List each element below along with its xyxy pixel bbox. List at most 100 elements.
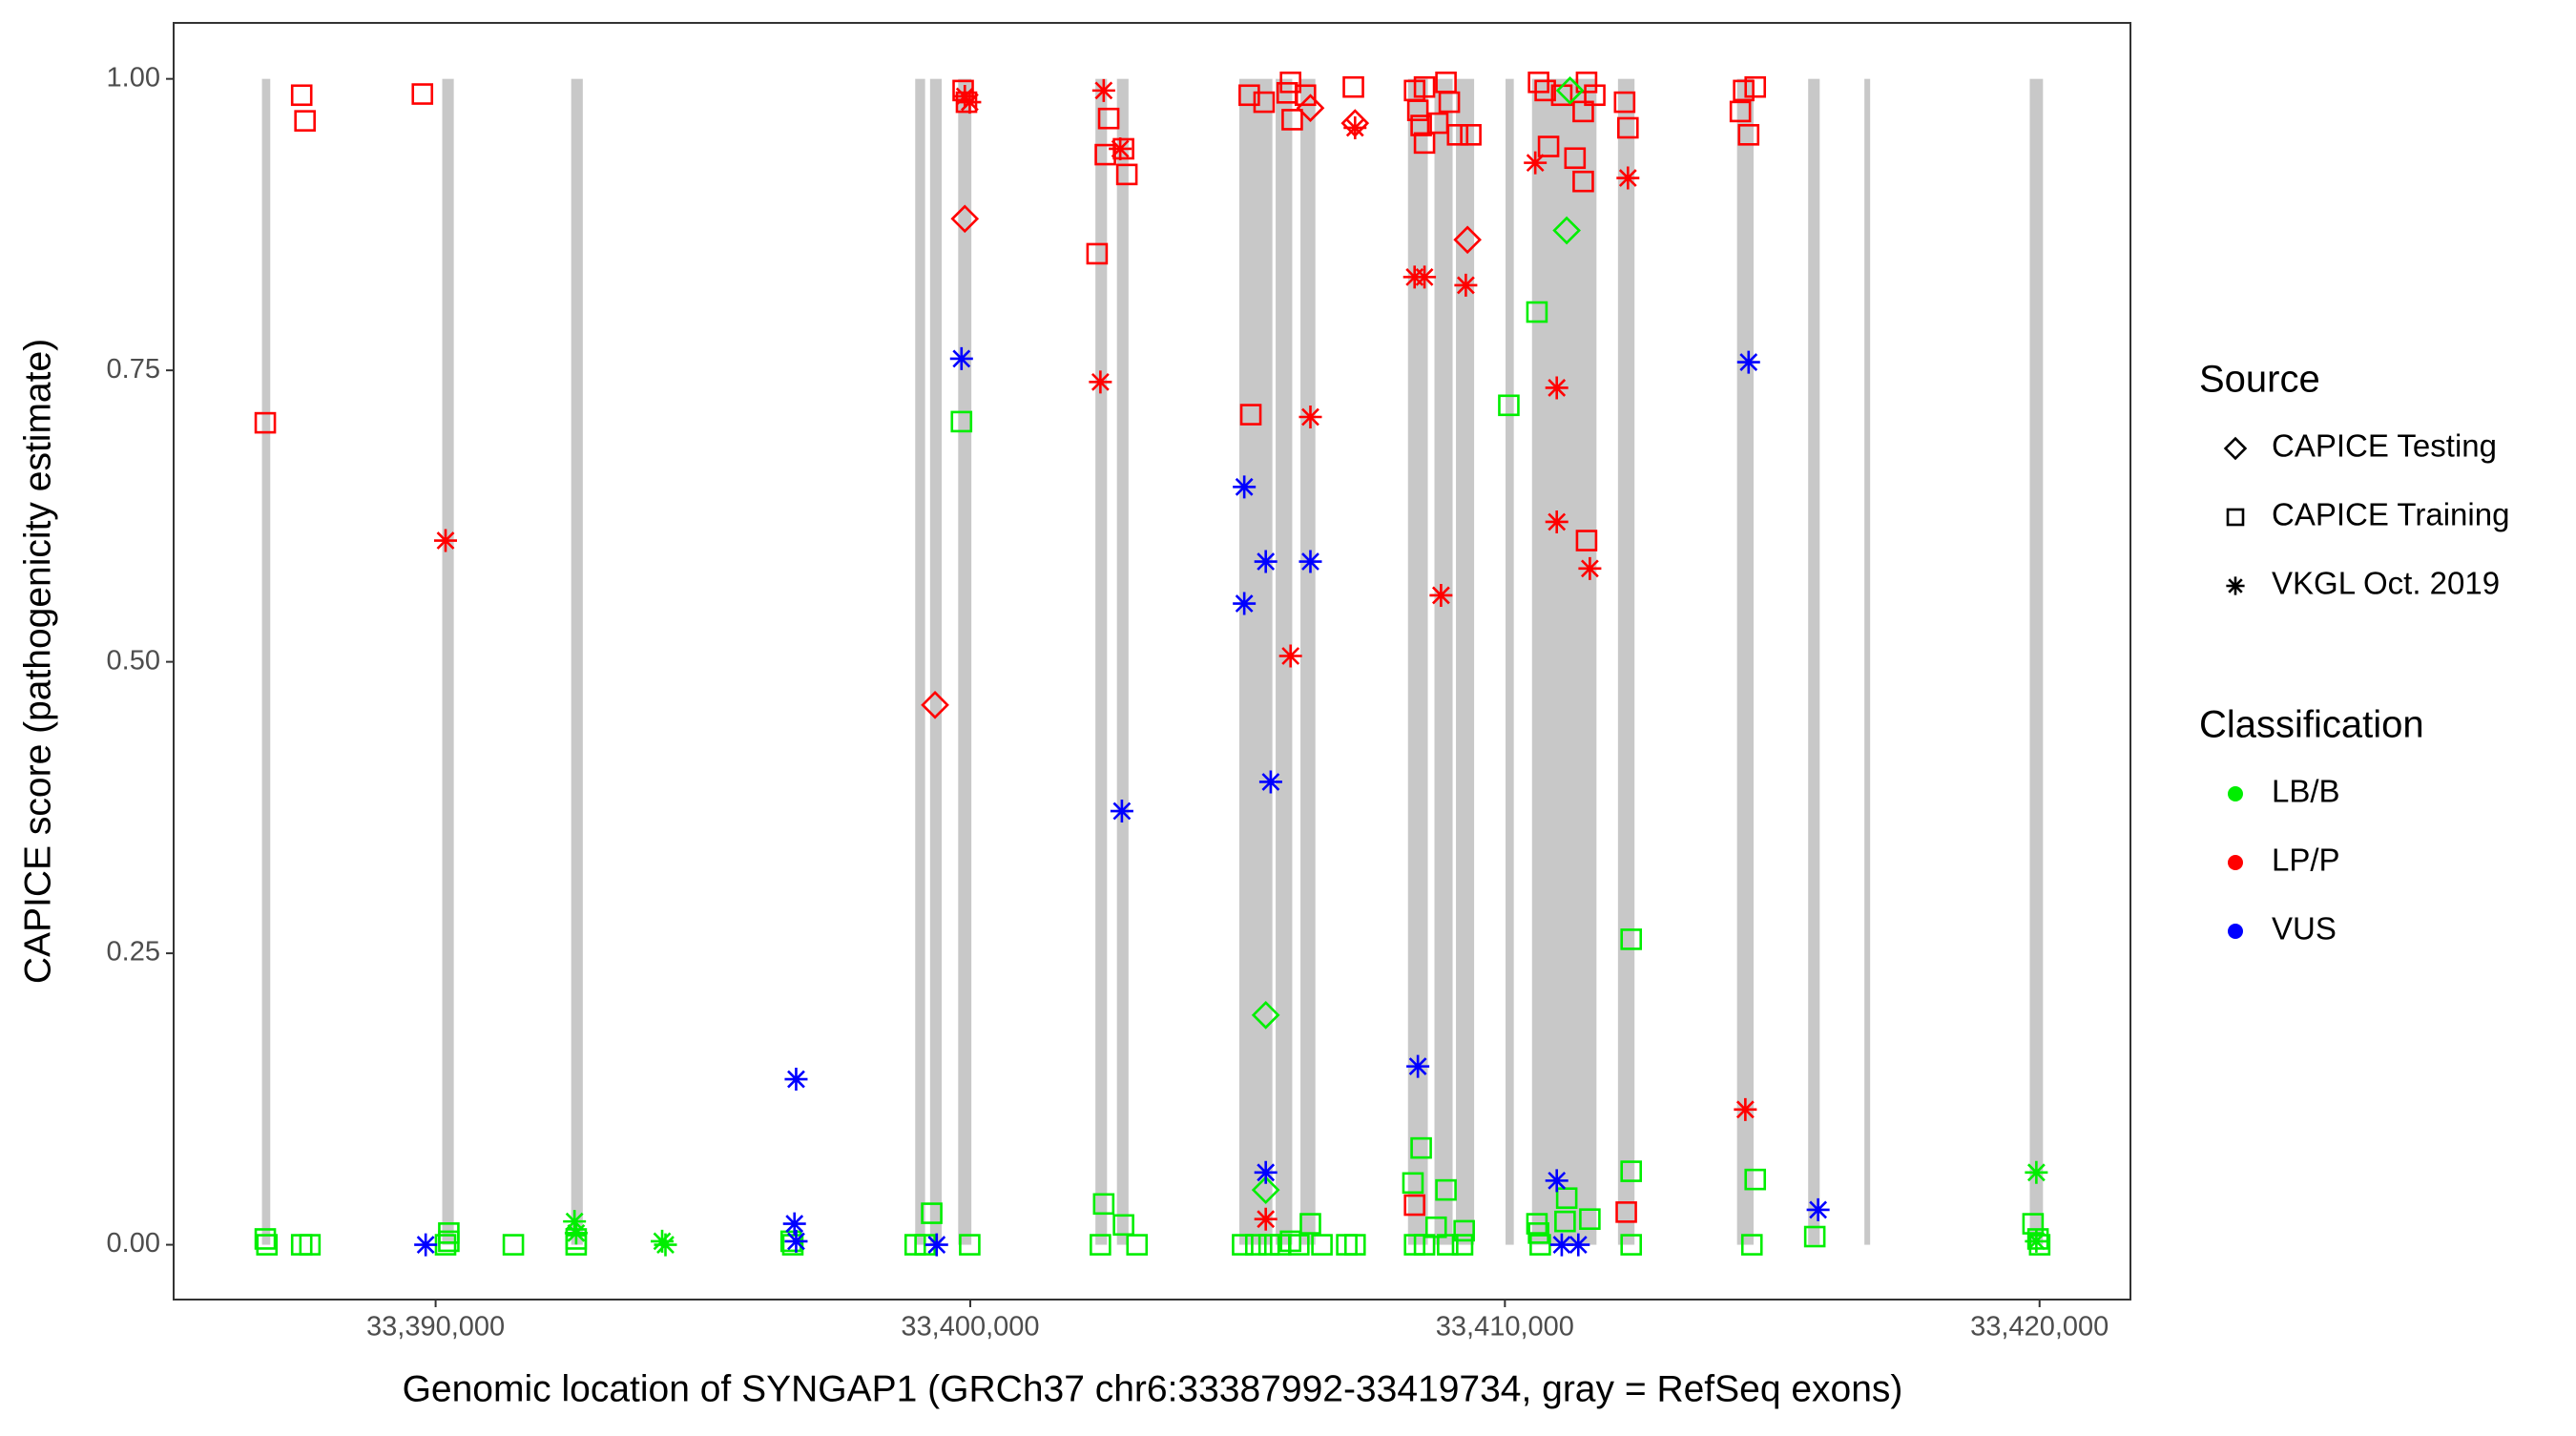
square [1342, 75, 1364, 98]
dot [2228, 786, 2243, 801]
square-point [1257, 1234, 1280, 1256]
asterisk-point [784, 1229, 808, 1253]
square [1239, 404, 1262, 426]
legend-title: Classification [2199, 704, 2424, 746]
x-tick-label: 33,420,000 [1970, 1312, 2109, 1342]
asterisk-point [1343, 115, 1367, 139]
square-point [1620, 928, 1643, 950]
diamond-point [1251, 1001, 1280, 1030]
square-point [1579, 1208, 1601, 1230]
legend-label: VUS [2272, 911, 2337, 947]
square [1126, 1234, 1149, 1256]
square [1615, 1201, 1637, 1223]
asterisk [949, 346, 973, 370]
asterisk-point [1298, 550, 1322, 573]
diamond [1555, 76, 1585, 105]
asterisk [2226, 576, 2245, 595]
square-point [254, 1228, 277, 1250]
square-point [1740, 1234, 1763, 1256]
square [1620, 1160, 1643, 1182]
asterisk-point [1524, 151, 1548, 175]
square-point [1279, 1230, 1301, 1253]
diamond-point [2223, 436, 2248, 461]
diamond-point [1296, 94, 1325, 123]
square [1498, 394, 1520, 417]
y-tick-label: 0.00 [107, 1228, 160, 1259]
square-point [959, 1234, 981, 1256]
diamond [1552, 216, 1581, 245]
square-point [1343, 1234, 1366, 1256]
square [1620, 1234, 1643, 1256]
square-point [1529, 1234, 1551, 1256]
asterisk [1524, 151, 1548, 175]
square [1437, 1234, 1459, 1256]
square [1529, 1234, 1551, 1256]
square [1575, 72, 1598, 94]
asterisk-point [782, 1212, 806, 1236]
square-point [411, 83, 434, 105]
asterisk-point [1429, 583, 1453, 607]
square [502, 1234, 525, 1256]
asterisk [1258, 770, 1282, 794]
asterisk [1278, 644, 1302, 668]
square-point [1451, 1234, 1474, 1256]
square-point [1527, 1222, 1549, 1244]
asterisk [1254, 1160, 1278, 1184]
asterisk [1254, 1207, 1278, 1231]
square-point [1435, 1178, 1457, 1201]
x-tick-label: 33,390,000 [366, 1312, 505, 1342]
square [1564, 147, 1587, 170]
square-point [502, 1234, 525, 1256]
exon [261, 78, 271, 1245]
asterisk [2025, 1160, 2048, 1184]
square [1410, 1136, 1432, 1159]
asterisk [1806, 1197, 1830, 1221]
square [959, 1234, 981, 1256]
square-point [290, 1234, 313, 1256]
asterisk [1109, 136, 1132, 160]
diamond [1296, 94, 1325, 123]
asterisk [654, 1233, 677, 1257]
square-point [1294, 84, 1317, 107]
square [1579, 1208, 1601, 1230]
square [290, 1234, 313, 1256]
asterisk [1567, 1233, 1590, 1257]
asterisk [564, 1221, 588, 1245]
asterisk [1734, 1097, 1757, 1121]
asterisk [782, 1212, 806, 1236]
square-point [1413, 1234, 1436, 1256]
square-point [1426, 112, 1449, 135]
square [1526, 301, 1548, 323]
asterisk-point [958, 91, 982, 114]
square-point [254, 411, 277, 434]
asterisk [1413, 265, 1437, 289]
asterisk [1454, 273, 1478, 297]
square-point [1572, 100, 1594, 123]
square [299, 1234, 322, 1256]
square [1555, 1187, 1578, 1209]
square-point [1575, 72, 1598, 94]
square [1435, 1178, 1457, 1201]
square-point [1620, 1234, 1643, 1256]
asterisk-point [654, 1233, 677, 1257]
square-point [1336, 1234, 1358, 1256]
exon [958, 78, 972, 1245]
square [1554, 1210, 1576, 1233]
asterisk-point [1567, 1233, 1590, 1257]
asterisk [1343, 115, 1367, 139]
square [1299, 1213, 1321, 1235]
square [1279, 1230, 1301, 1253]
asterisk [1616, 166, 1640, 190]
square [1294, 84, 1317, 107]
asterisk [1429, 583, 1453, 607]
exon [2029, 78, 2044, 1245]
legend-label: CAPICE Testing [2272, 428, 2497, 464]
square-point [1299, 1213, 1321, 1235]
exon [1095, 78, 1108, 1245]
asterisk-point [1233, 592, 1257, 615]
square [1534, 79, 1556, 102]
diamond [2223, 436, 2248, 461]
diamond-point [1555, 76, 1585, 105]
square-point [1239, 404, 1262, 426]
